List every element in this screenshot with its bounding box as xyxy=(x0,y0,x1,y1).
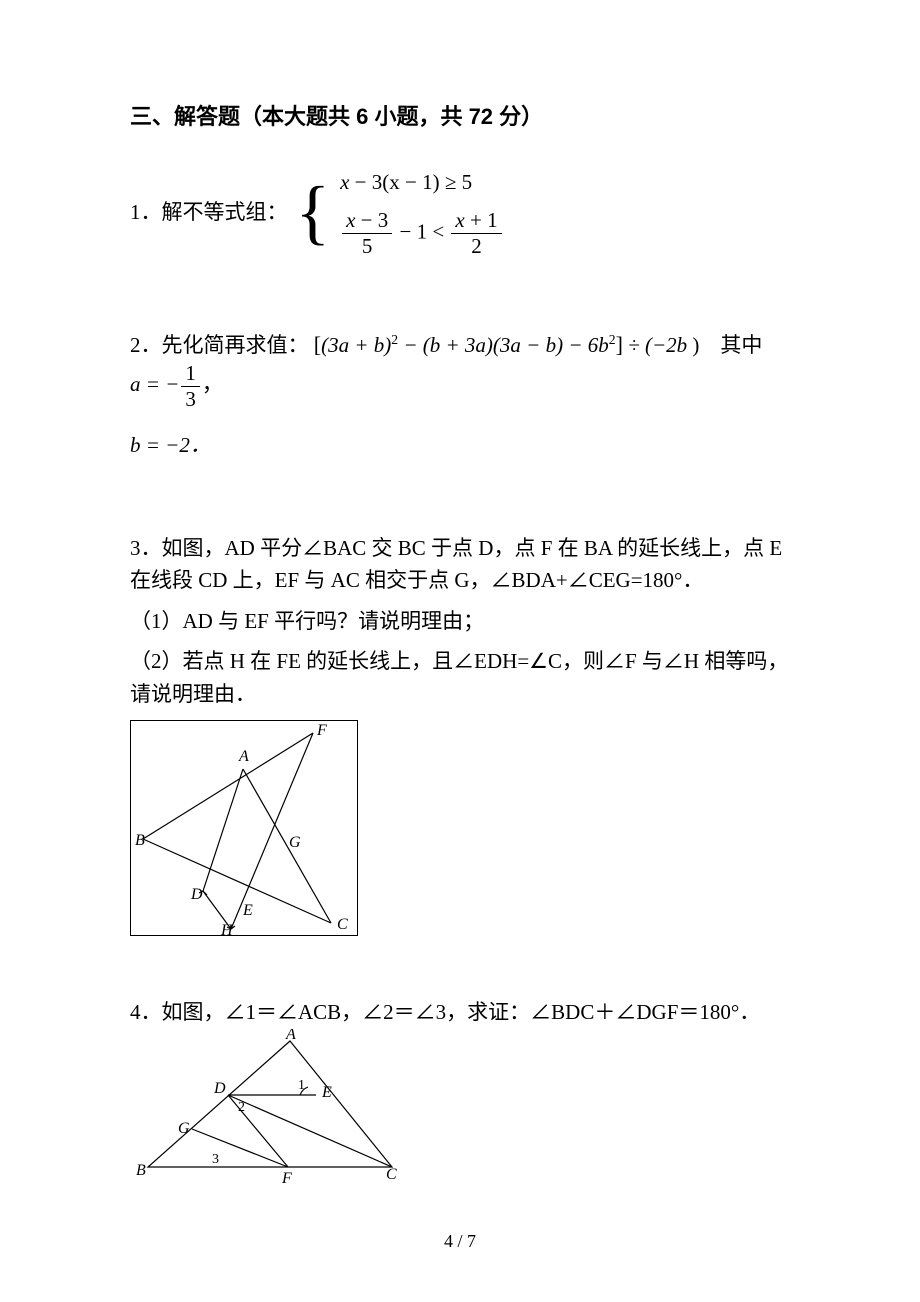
svg-text:C: C xyxy=(337,916,348,933)
svg-text:A: A xyxy=(238,748,249,765)
svg-text:2: 2 xyxy=(238,1100,245,1115)
svg-text:B: B xyxy=(135,832,145,849)
section-title: 三、解答题（本大题共 6 小题，共 72 分） xyxy=(130,100,790,134)
q2-b-value: b = −2． xyxy=(130,433,211,457)
q1-lead: 1．解不等式组： xyxy=(130,196,288,229)
q3-sub-1: （1）AD 与 EF 平行吗？请说明理由； xyxy=(130,605,790,638)
q3-sub-2: （2）若点 H 在 FE 的延长线上，且∠EDH=∠C，则∠F 与∠H 相等吗，… xyxy=(130,645,790,710)
svg-text:G: G xyxy=(289,834,301,851)
q1-ineq-2: x − 3 5 − 1 < x + 1 2 xyxy=(340,209,504,258)
q2-expr: [(3a + b)2 − (b + 3a)(3a − b) − 6b2] ÷ (… xyxy=(314,333,705,357)
question-2: 2．先化简再求值： [(3a + b)2 − (b + 3a)(3a − b) … xyxy=(130,328,790,462)
q4-figure: A B C D E G F 1 2 3 xyxy=(130,1029,410,1187)
q3-figure: F A B G D EH C xyxy=(130,720,358,936)
svg-text:H: H xyxy=(220,922,234,937)
svg-text:3: 3 xyxy=(212,1152,219,1167)
svg-text:A: A xyxy=(285,1029,296,1043)
question-3: 3．如图，AD 平分∠BAC 交 BC 于点 D，点 F 在 BA 的延长线上，… xyxy=(130,532,790,937)
q3-body: 3．如图，AD 平分∠BAC 交 BC 于点 D，点 F 在 BA 的延长线上，… xyxy=(130,532,790,597)
q3-diagram-svg: F A B G D EH C xyxy=(131,721,359,937)
left-brace-icon: { xyxy=(296,176,331,248)
svg-text:D: D xyxy=(190,886,203,903)
page-footer: 4 / 7 xyxy=(0,1231,920,1252)
svg-text:B: B xyxy=(136,1162,146,1179)
svg-text:F: F xyxy=(316,722,327,739)
question-1: 1．解不等式组： { x − 3(x − 1) ≥ 5 x − 3 5 − 1 … xyxy=(130,166,790,258)
svg-text:1: 1 xyxy=(298,1078,305,1093)
svg-text:D: D xyxy=(213,1080,226,1097)
page-sep: / xyxy=(453,1231,467,1251)
svg-text:E: E xyxy=(321,1084,332,1101)
svg-text:E: E xyxy=(242,902,253,919)
page-current: 4 xyxy=(444,1231,453,1251)
q4-diagram-svg: A B C D E G F 1 2 3 xyxy=(130,1029,410,1187)
page-total: 7 xyxy=(467,1231,476,1251)
q2-lead: 2．先化简再求值： xyxy=(130,333,309,357)
q4-body: 4．如图，∠1＝∠ACB，∠2＝∠3，求证：∠BDC＋∠DGF＝180°． xyxy=(130,996,790,1029)
question-4: 4．如图，∠1＝∠ACB，∠2＝∠3，求证：∠BDC＋∠DGF＝180°． xyxy=(130,996,790,1187)
q1-ineq-1: x − 3(x − 1) ≥ 5 xyxy=(340,166,504,199)
svg-text:G: G xyxy=(178,1120,190,1137)
svg-text:F: F xyxy=(281,1170,292,1187)
svg-text:C: C xyxy=(386,1166,397,1183)
